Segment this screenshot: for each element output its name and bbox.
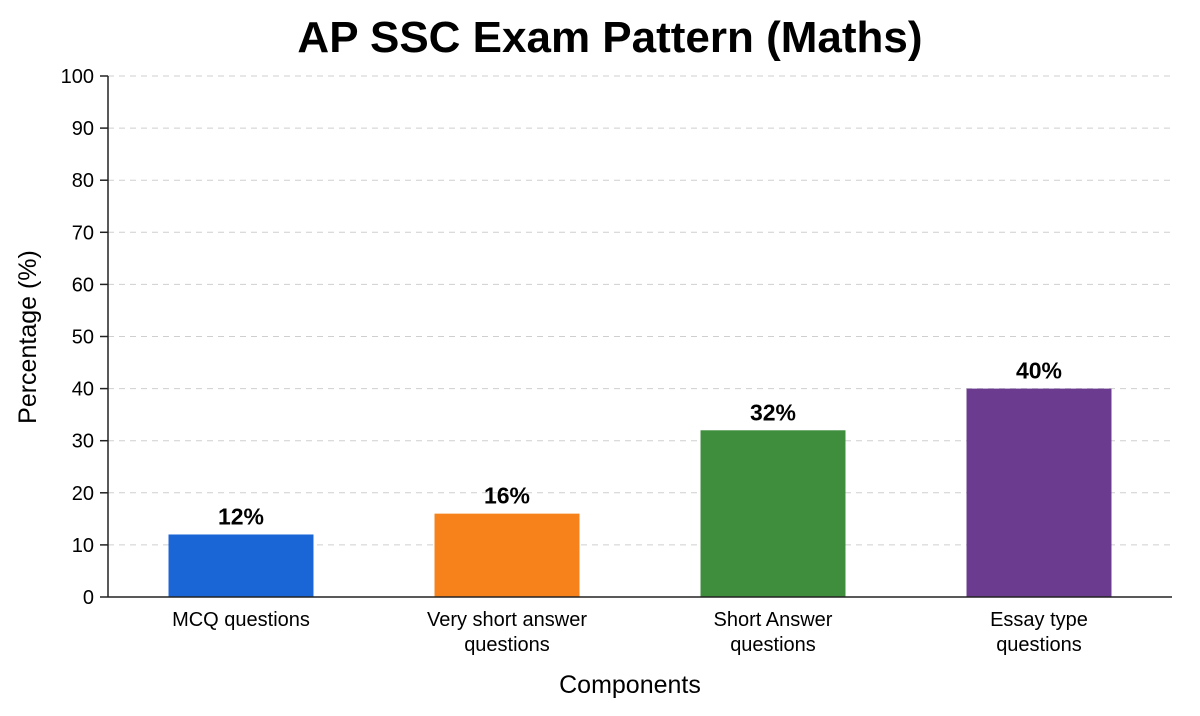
data-label: 40% bbox=[1016, 358, 1062, 384]
y-tick-label: 20 bbox=[72, 483, 94, 505]
x-axis-label: Components bbox=[559, 671, 701, 699]
chart-title: AP SSC Exam Pattern (Maths) bbox=[297, 13, 922, 62]
y-tick-label: 100 bbox=[61, 66, 94, 88]
y-tick-label: 90 bbox=[72, 118, 94, 140]
y-tick-label: 80 bbox=[72, 170, 94, 192]
data-labels: 12% 16% 32% 40% bbox=[218, 358, 1062, 530]
gridlines bbox=[108, 75, 1172, 546]
y-tick-label: 50 bbox=[72, 327, 94, 349]
x-category-label: Very short answer bbox=[427, 609, 587, 631]
x-axis-categories: MCQ questions Very short answer questions S… bbox=[172, 609, 1088, 656]
y-tick-label: 40 bbox=[72, 379, 94, 401]
y-tick-label: 10 bbox=[72, 535, 94, 557]
bar bbox=[700, 430, 846, 597]
x-category-label: questions bbox=[730, 634, 816, 656]
bar bbox=[168, 534, 314, 597]
data-label: 16% bbox=[484, 483, 530, 509]
x-category-label: Essay type bbox=[990, 609, 1088, 631]
data-label: 32% bbox=[750, 399, 796, 425]
y-axis-label: Percentage (%) bbox=[14, 250, 42, 424]
y-tick-label: 30 bbox=[72, 431, 94, 453]
bars bbox=[168, 388, 1112, 597]
y-tick-label: 0 bbox=[83, 587, 94, 609]
y-tick-label: 70 bbox=[72, 222, 94, 244]
bar bbox=[434, 513, 580, 597]
data-label: 12% bbox=[218, 503, 264, 529]
y-axis-ticks: 0 10 20 30 40 50 60 70 80 90 100 bbox=[61, 66, 108, 609]
x-category-label: MCQ questions bbox=[172, 609, 310, 631]
y-tick-label: 60 bbox=[72, 274, 94, 296]
bar bbox=[966, 388, 1112, 597]
x-category-label: Short Answer bbox=[714, 609, 833, 631]
x-category-label: questions bbox=[996, 634, 1082, 656]
x-category-label: questions bbox=[464, 634, 550, 656]
